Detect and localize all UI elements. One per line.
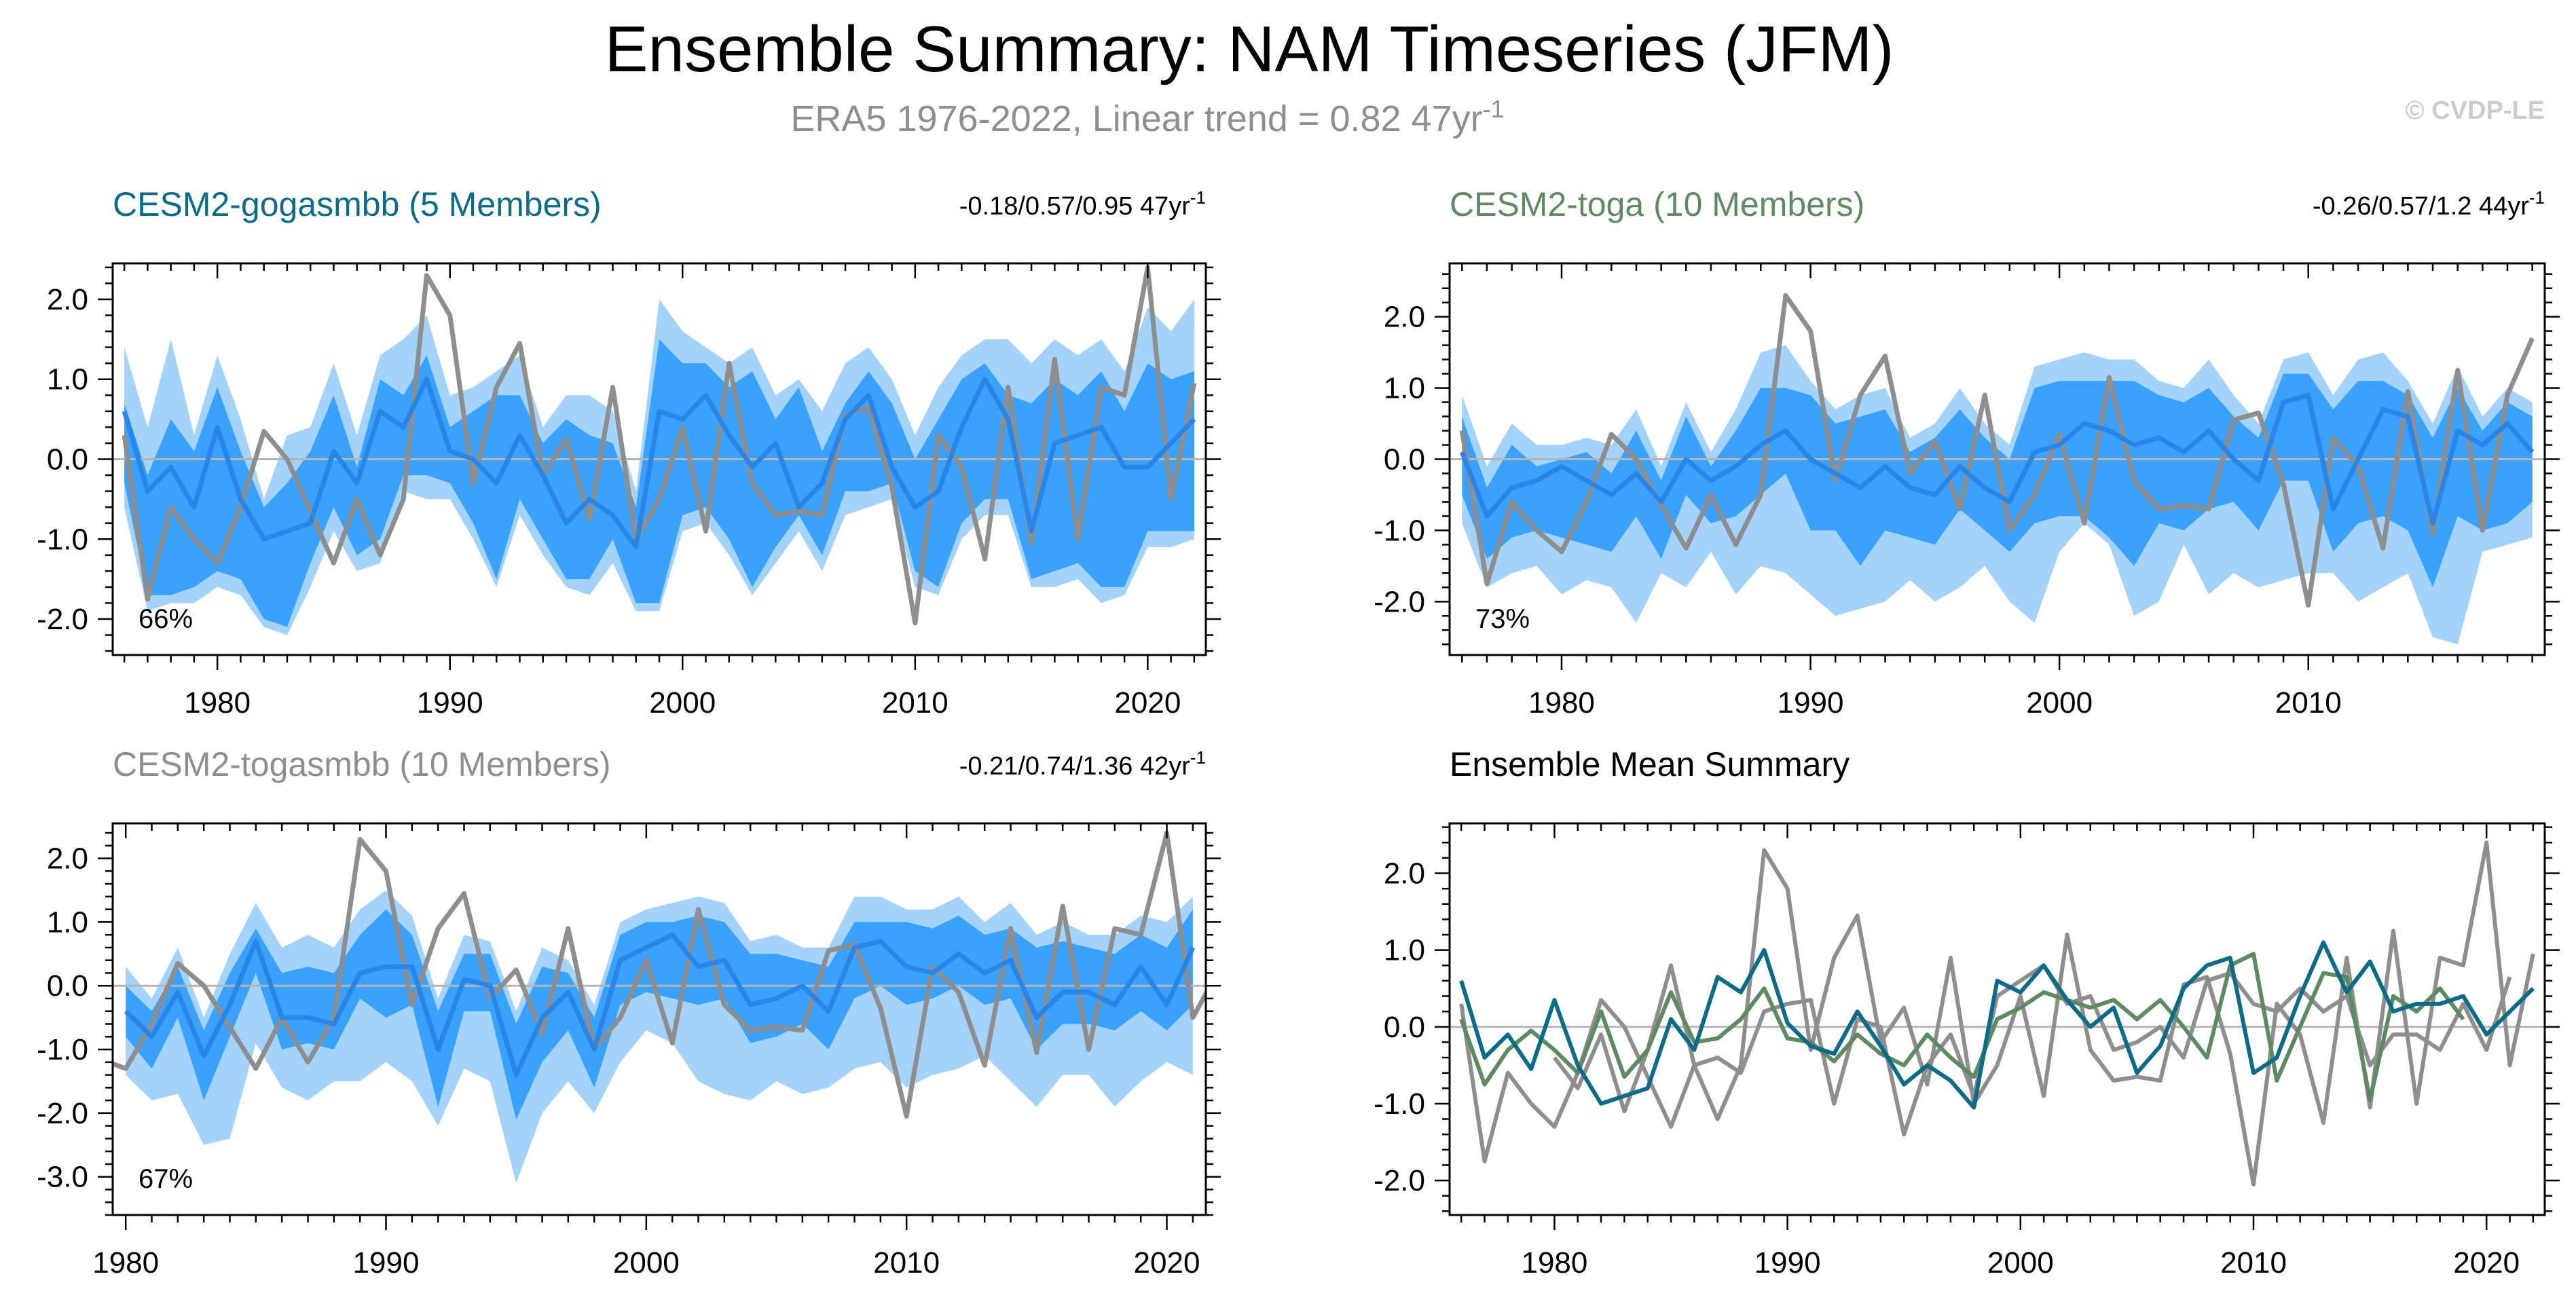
x-tick-label: 1990 xyxy=(1778,686,1844,720)
series-line-1 xyxy=(1459,840,2535,1186)
y-tick-label: -3.0 xyxy=(37,1161,88,1194)
plot-area xyxy=(113,830,1206,1184)
panel-title: Ensemble Mean Summary xyxy=(1450,745,1850,783)
y-tick-label: 2.0 xyxy=(1384,857,1425,891)
y-tick-label: 0.0 xyxy=(1384,1011,1425,1044)
percent-label: 67% xyxy=(139,1164,193,1194)
x-tick-label: 1980 xyxy=(1528,686,1595,720)
x-tick-label: 2020 xyxy=(2453,1246,2520,1279)
y-tick-label: 1.0 xyxy=(1384,372,1425,405)
x-tick-label: 2020 xyxy=(1134,1246,1200,1279)
y-tick-label: 2.0 xyxy=(47,842,88,876)
plot-frame xyxy=(111,822,1207,1216)
x-tick-label: 2010 xyxy=(2220,1246,2287,1279)
panel-title: CESM2-toga (10 Members) xyxy=(1450,185,1864,223)
panel-1: CESM2-gogasmbb (5 Members) -0.18/0.57/0.9… xyxy=(37,185,1221,720)
y-tick-label: 0.0 xyxy=(47,969,88,1003)
figure-subtitle: ERA5 1976-2022, Linear trend = 0.82 47yr… xyxy=(790,95,1504,139)
y-tick-label: 2.0 xyxy=(1384,301,1425,334)
percent-label: 73% xyxy=(1475,604,1530,634)
plot-area xyxy=(1450,840,2545,1186)
panel-stat: -0.18/0.57/0.95 47yr-1 xyxy=(959,187,1206,221)
inner-spread-band xyxy=(126,909,1193,1120)
series-line-3 xyxy=(1459,952,2465,1102)
y-tick-label: 1.0 xyxy=(47,363,88,396)
plot-area xyxy=(1450,293,2545,645)
panel-4: Ensemble Mean Summary 1980 1990 2000 2010 202… xyxy=(1374,745,2560,1279)
y-tick-label: -2.0 xyxy=(1374,585,1425,618)
panel-2: CESM2-toga (10 Members) -0.26/0.57/1.2 44… xyxy=(1374,185,2560,720)
panel-title: CESM2-togasmbb (10 Members) xyxy=(113,745,611,783)
panel-title: CESM2-gogasmbb (5 Members) xyxy=(113,185,602,223)
x-tick-label: 2000 xyxy=(2026,686,2093,720)
y-tick-label: 1.0 xyxy=(1384,934,1425,967)
y-tick-label: -2.0 xyxy=(1374,1164,1425,1197)
obs-line xyxy=(1459,293,2535,608)
y-tick-label: -1.0 xyxy=(37,523,88,556)
obs-line xyxy=(122,265,1197,626)
x-tick-label: 1980 xyxy=(184,686,251,720)
panel-3: CESM2-togasmbb (10 Members) -0.21/0.74/1.… xyxy=(37,745,1221,1279)
figure-title: Ensemble Summary: NAM Timeseries (JFM) xyxy=(605,13,1894,86)
x-tick-label: 2000 xyxy=(1987,1246,2054,1279)
inner-spread-band xyxy=(124,339,1194,627)
y-tick-label: 1.0 xyxy=(47,905,88,939)
panel-stat: -0.26/0.57/1.2 44yr-1 xyxy=(2313,187,2545,221)
x-tick-label: 2010 xyxy=(2275,686,2342,720)
y-tick-label: 2.0 xyxy=(47,283,88,316)
plot-area xyxy=(113,265,1206,635)
y-tick-label: -1.0 xyxy=(37,1033,88,1066)
watermark: © CVDP-LE xyxy=(2406,96,2545,125)
y-tick-label: -1.0 xyxy=(1374,1087,1425,1121)
x-tick-label: 2010 xyxy=(882,686,949,720)
x-tick-label: 1980 xyxy=(1521,1246,1587,1279)
ensemble-mean-line xyxy=(1460,392,2535,526)
x-tick-label: 1990 xyxy=(417,686,483,720)
y-tick-label: -1.0 xyxy=(1374,514,1425,547)
obs-line xyxy=(113,830,1206,1119)
x-tick-label: 2020 xyxy=(1114,686,1181,720)
y-tick-label: 0.0 xyxy=(1384,443,1425,477)
y-tick-label: 0.0 xyxy=(47,443,88,477)
x-tick-label: 1980 xyxy=(92,1246,159,1279)
x-tick-label: 2000 xyxy=(649,686,716,720)
y-tick-label: -2.0 xyxy=(37,1097,88,1130)
x-tick-label: 1990 xyxy=(1754,1246,1821,1279)
x-tick-label: 2010 xyxy=(873,1246,940,1279)
ensemble-mean-line xyxy=(124,932,1195,1078)
x-tick-label: 2000 xyxy=(613,1246,680,1279)
x-tick-label: 1990 xyxy=(353,1246,420,1279)
ensemble-mean-line xyxy=(122,377,1196,550)
series-line-4 xyxy=(1459,940,2535,1110)
y-tick-label: -2.0 xyxy=(37,603,88,636)
percent-label: 66% xyxy=(139,604,193,634)
panel-stat: -0.21/0.74/1.36 42yr-1 xyxy=(959,747,1206,781)
